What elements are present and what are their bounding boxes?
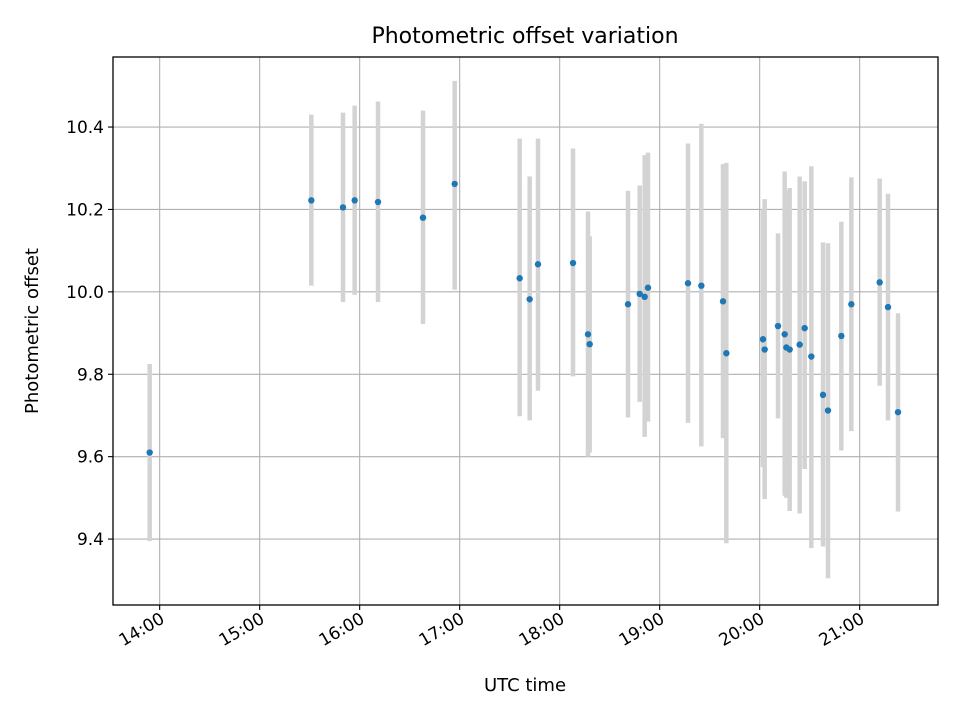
data-point	[684, 280, 692, 287]
y-tick-label: 9.6	[77, 448, 104, 468]
data-point	[584, 331, 592, 338]
data-point	[644, 284, 652, 291]
data-point	[774, 322, 782, 330]
data-point	[796, 341, 803, 348]
y-tick-label: 10.2	[66, 200, 104, 220]
data-point	[351, 197, 358, 204]
data-point	[339, 204, 347, 211]
data-point	[516, 275, 523, 282]
plot-frame	[112, 56, 939, 606]
data-point	[848, 301, 855, 308]
y-axis: 9.4 9.6 9.8 10.0 10.2 10.4	[66, 118, 113, 550]
data-point	[698, 282, 705, 289]
data-point	[884, 303, 892, 311]
data-point	[146, 449, 153, 456]
y-tick-label: 10.4	[66, 118, 104, 138]
data-point	[569, 259, 577, 267]
data-point	[636, 290, 643, 298]
chart-title: Photometric offset variation	[371, 24, 678, 49]
data-point	[451, 180, 458, 188]
y-axis-label: Photometric offset	[22, 248, 43, 414]
data-point	[374, 198, 382, 206]
data-point	[641, 293, 648, 301]
data-point	[801, 324, 808, 332]
data-point	[308, 197, 315, 204]
data-point	[876, 279, 883, 286]
data-point	[586, 340, 593, 348]
data-point	[759, 336, 767, 343]
data-point	[526, 296, 533, 303]
data-point	[624, 301, 632, 308]
data-point	[824, 407, 832, 414]
data-point	[761, 346, 768, 353]
y-tick-label: 10.0	[66, 283, 104, 303]
data-point	[781, 331, 788, 338]
data-point	[534, 261, 542, 268]
data-point	[838, 332, 845, 340]
data-points	[146, 180, 902, 456]
data-point	[723, 350, 730, 357]
x-axis-label: UTC time	[484, 675, 566, 696]
y-tick-label: 9.8	[77, 365, 104, 385]
data-point	[419, 214, 427, 221]
data-point	[786, 346, 793, 353]
y-tick-label: 9.4	[77, 530, 104, 550]
data-point	[719, 298, 727, 305]
data-point	[808, 353, 815, 360]
data-point	[894, 408, 902, 416]
data-point	[819, 391, 827, 399]
